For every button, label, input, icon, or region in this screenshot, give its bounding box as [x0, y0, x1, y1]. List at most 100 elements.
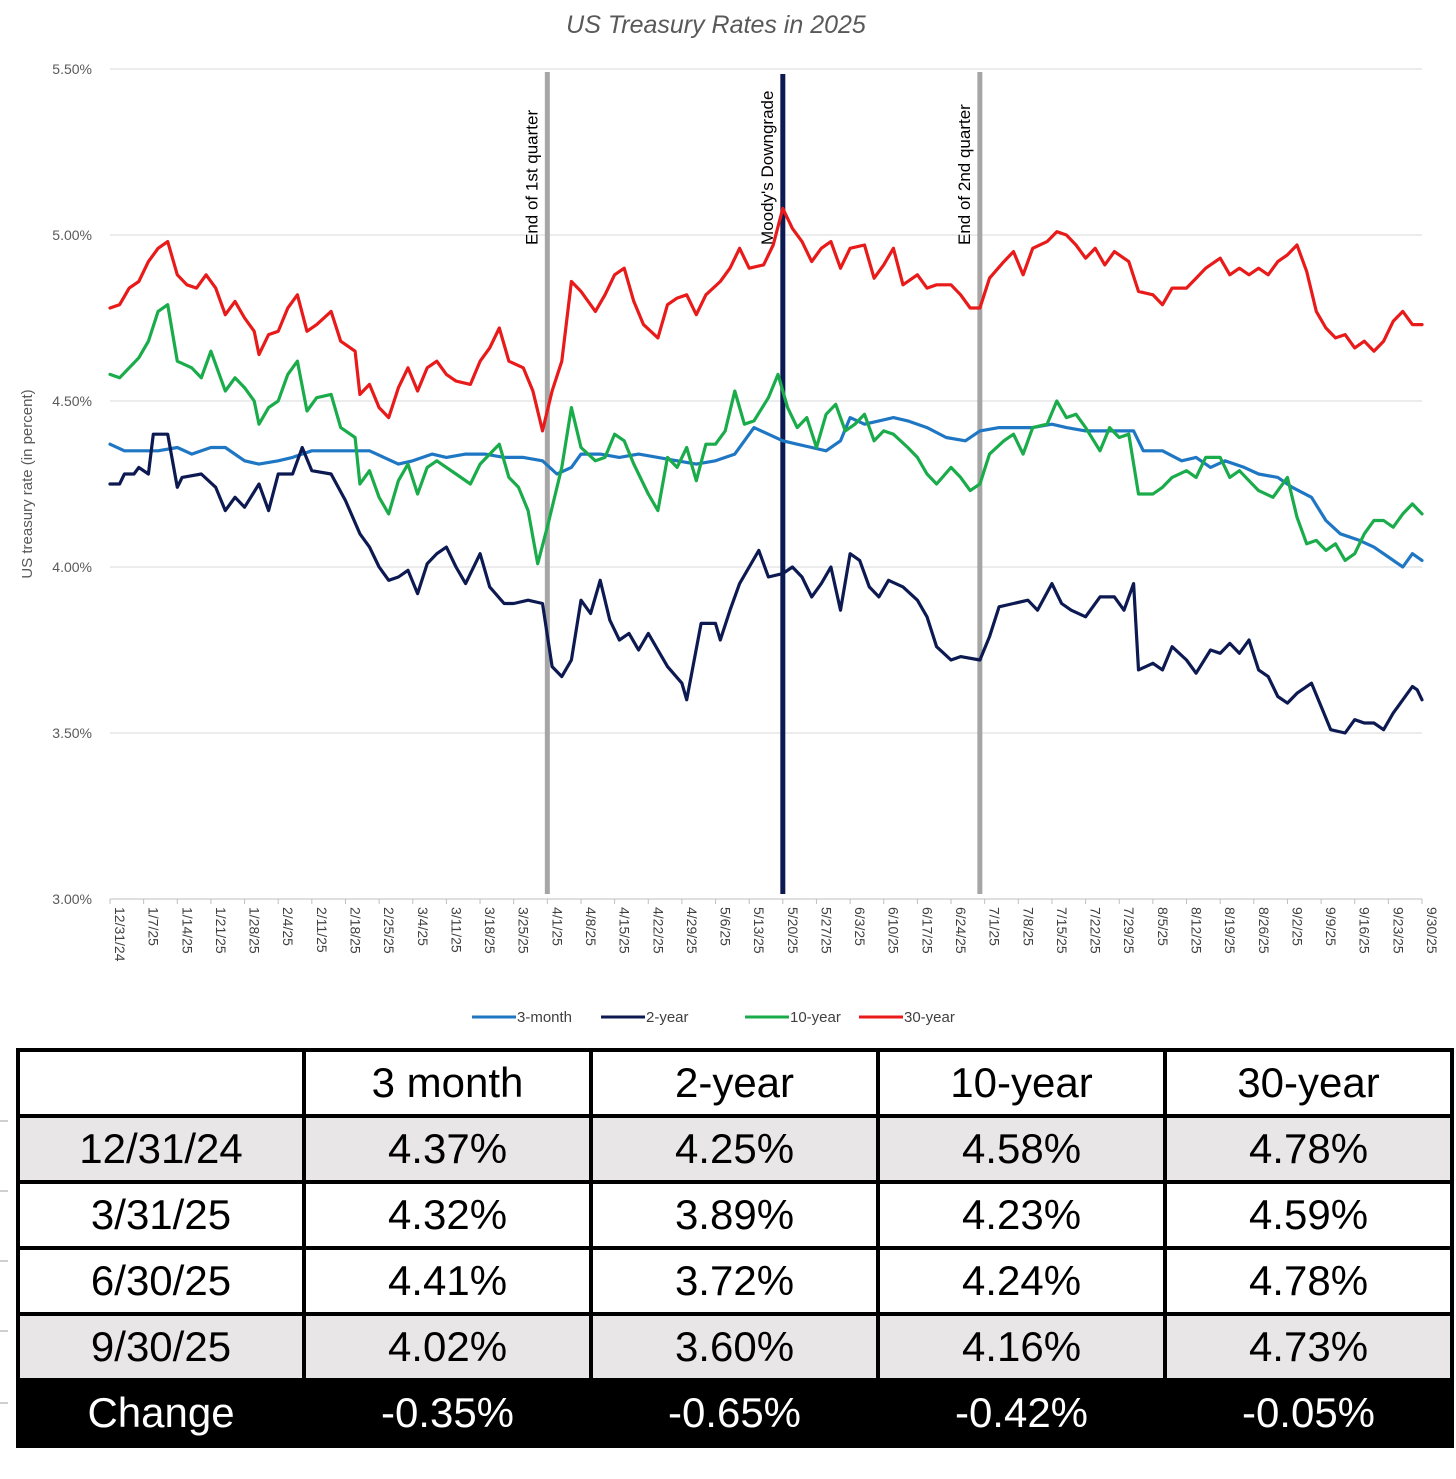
x-tick-label: 1/7/25: [146, 907, 162, 946]
x-tick-label: 6/3/25: [852, 907, 868, 946]
x-tick-label: 8/12/25: [1189, 907, 1205, 954]
x-tick-label: 7/22/25: [1088, 907, 1104, 954]
change-cell: -0.05%: [1163, 1378, 1454, 1448]
x-tick-label: 7/8/25: [1020, 907, 1036, 946]
x-tick-label: 4/29/25: [684, 907, 700, 954]
x-tick-label: 3/25/25: [516, 907, 532, 954]
x-tick-label: 4/8/25: [583, 907, 599, 946]
y-tick-label: 3.50%: [52, 725, 92, 741]
x-tick-label: 9/16/25: [1357, 907, 1373, 954]
x-tick-label: 6/24/25: [953, 907, 969, 954]
x-tick-label: 1/28/25: [247, 907, 263, 954]
y-tick-label: 4.00%: [52, 559, 92, 575]
table-cell: 4.78%: [1163, 1246, 1454, 1316]
table-cell: 4.59%: [1163, 1180, 1454, 1250]
event-marker-label: End of 2nd quarter: [955, 104, 974, 245]
x-tick-label: 5/27/25: [818, 907, 834, 954]
x-tick-label: 7/1/25: [987, 907, 1003, 946]
legend-label: 3-month: [517, 1009, 572, 1026]
series-line-3-month: [108, 416, 1424, 569]
x-tick-label: 3/11/25: [448, 907, 464, 953]
legend-label: 2-year: [646, 1009, 689, 1026]
x-tick-label: 6/10/25: [886, 907, 902, 954]
y-tick-label: 4.50%: [52, 393, 92, 409]
table-cell: 3.89%: [589, 1180, 880, 1250]
x-tick-label: 9/9/25: [1323, 907, 1339, 946]
x-tick-label: 7/29/25: [1121, 907, 1137, 954]
x-tick-label: 3/4/25: [415, 907, 431, 946]
table-header-cell: 2-year: [589, 1048, 880, 1118]
change-cell: -0.65%: [589, 1378, 880, 1448]
change-row: Change -0.35% -0.65% -0.42% -0.05%: [16, 1378, 1454, 1448]
legend-label: 30-year: [904, 1009, 955, 1026]
table-cell: 4.41%: [302, 1246, 593, 1316]
table-row: 9/30/25 4.02% 3.60% 4.16% 4.73%: [16, 1312, 1454, 1382]
row-date-cell: 3/31/25: [16, 1180, 306, 1250]
x-tick-label: 3/18/25: [482, 907, 498, 954]
sheet-gridline-mark: [0, 1190, 8, 1192]
row-date-cell: 9/30/25: [16, 1312, 306, 1382]
x-tick-label: 4/1/25: [549, 907, 565, 946]
table-row: 3/31/25 4.32% 3.89% 4.23% 4.59%: [16, 1180, 1454, 1250]
sheet-gridline-mark: [0, 1260, 8, 1262]
change-cell: -0.42%: [876, 1378, 1167, 1448]
x-tick-label: 5/20/25: [785, 907, 801, 954]
x-tick-label: 5/13/25: [751, 907, 767, 954]
y-tick-label: 5.50%: [52, 61, 92, 77]
y-tick-label: 3.00%: [52, 891, 92, 907]
x-tick-label: 2/25/25: [381, 907, 397, 954]
sheet-gridline-mark: [0, 1330, 8, 1332]
x-tick-label: 9/23/25: [1390, 907, 1406, 954]
change-label-cell: Change: [16, 1378, 306, 1448]
table-header-cell: 10-year: [876, 1048, 1167, 1118]
table-cell: 4.58%: [876, 1114, 1167, 1184]
table-cell: 3.60%: [589, 1312, 880, 1382]
y-tick-label: 5.00%: [52, 227, 92, 243]
sheet-gridline-mark: [0, 1402, 8, 1404]
rates-summary-table: 3 month 2-year 10-year 30-year 12/31/24 …: [16, 1048, 1454, 1448]
series-line-10-year: [108, 303, 1424, 566]
x-tick-label: 1/21/25: [213, 907, 229, 954]
sheet-gridline-mark: [0, 1120, 8, 1122]
table-row: 12/31/24 4.37% 4.25% 4.58% 4.78%: [16, 1114, 1454, 1184]
event-marker-label: End of 1st quarter: [522, 110, 541, 245]
legend-label: 10-year: [790, 1009, 841, 1026]
x-tick-label: 4/15/25: [617, 907, 633, 954]
x-tick-label: 1/14/25: [179, 907, 195, 954]
table-cell: 4.73%: [1163, 1312, 1454, 1382]
row-date-cell: 12/31/24: [16, 1114, 306, 1184]
x-tick-label: 6/17/25: [919, 907, 935, 954]
table-cell: 4.16%: [876, 1312, 1167, 1382]
x-tick-label: 2/4/25: [280, 907, 296, 946]
table-cell: 4.23%: [876, 1180, 1167, 1250]
chart-title: US Treasury Rates in 2025: [566, 11, 866, 39]
table-row: 6/30/25 4.41% 3.72% 4.24% 4.78%: [16, 1246, 1454, 1316]
table-cell: 3.72%: [589, 1246, 880, 1316]
x-tick-label: 12/31/24: [112, 907, 128, 962]
table-cell: 4.24%: [876, 1246, 1167, 1316]
x-tick-label: 2/11/25: [314, 907, 330, 953]
x-tick-label: 2/18/25: [347, 907, 363, 954]
y-axis-label: US treasury rate (in percent): [19, 389, 36, 578]
series-line-30-year: [108, 206, 1424, 433]
table-cell: 4.02%: [302, 1312, 593, 1382]
x-tick-label: 8/5/25: [1155, 907, 1171, 946]
table-cell: 4.78%: [1163, 1114, 1454, 1184]
table-cell: 4.32%: [302, 1180, 593, 1250]
table-cell: 4.25%: [589, 1114, 880, 1184]
treasury-rates-chart: US Treasury Rates in 2025 3.00% 3.50% 4.00%…: [19, 11, 1440, 1026]
x-tick-label: 7/15/25: [1054, 907, 1070, 954]
x-tick-label: 9/2/25: [1289, 907, 1305, 946]
table-header-row: 3 month 2-year 10-year 30-year: [16, 1048, 1454, 1118]
x-tick-label: 8/26/25: [1256, 907, 1272, 954]
x-tick-label: 9/30/25: [1424, 907, 1440, 954]
change-cell: -0.35%: [302, 1378, 593, 1448]
series-line-2-year: [108, 432, 1424, 735]
event-marker-label: Moody's Downgrade: [758, 91, 777, 245]
table-cell: 4.37%: [302, 1114, 593, 1184]
x-tick-label: 4/22/25: [650, 907, 666, 954]
row-date-cell: 6/30/25: [16, 1246, 306, 1316]
x-tick-label: 5/6/25: [718, 907, 734, 946]
table-header-cell: 3 month: [302, 1048, 593, 1118]
table-header-cell: [16, 1048, 306, 1118]
